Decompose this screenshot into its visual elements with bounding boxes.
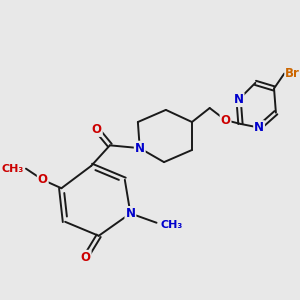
Text: CH₃: CH₃ [2, 164, 24, 174]
Text: CH₃: CH₃ [160, 220, 182, 230]
Text: N: N [254, 121, 264, 134]
Text: Br: Br [285, 67, 300, 80]
Text: O: O [92, 123, 102, 136]
Text: N: N [135, 142, 145, 154]
Text: N: N [234, 93, 244, 106]
Text: O: O [38, 173, 48, 186]
Text: O: O [81, 251, 91, 264]
Text: N: N [125, 207, 135, 220]
Text: O: O [220, 114, 230, 127]
